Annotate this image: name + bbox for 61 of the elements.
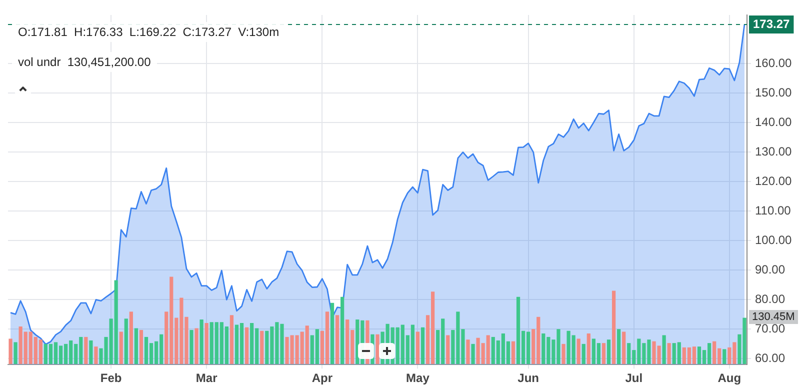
bar <box>622 332 626 364</box>
bar <box>576 338 580 364</box>
bar <box>420 327 425 364</box>
bar <box>602 343 606 364</box>
y-tick-label: 70.00 <box>755 322 786 336</box>
bar <box>612 290 616 364</box>
bar <box>606 340 611 364</box>
annotation: O:171.81 H:176.33 L:169.22 C:173.27 V:130m <box>12 22 286 42</box>
bar <box>119 332 123 364</box>
bar <box>244 327 249 364</box>
y-tick-label: 120.00 <box>755 174 792 188</box>
bar <box>667 343 671 364</box>
bar <box>134 328 138 364</box>
bar <box>471 344 475 364</box>
y-tick-label: 90.00 <box>755 262 786 277</box>
x-tick-label: Jun <box>518 371 539 386</box>
bar <box>260 330 264 364</box>
bar <box>582 344 586 364</box>
x-tick-label: Aug <box>718 371 742 386</box>
bar <box>14 342 18 364</box>
y-tick-label: 100.00 <box>755 233 792 248</box>
bar <box>722 349 726 364</box>
bar <box>139 330 144 364</box>
bar <box>89 340 93 364</box>
annotation: vol undr 130,451,200.00 <box>12 52 157 72</box>
y-tick-label: 140.00 <box>755 114 792 129</box>
x-tick-label: Apr <box>312 371 333 386</box>
bar <box>466 340 470 364</box>
y-tick-label: 160.00 <box>755 56 792 70</box>
bar <box>8 338 12 364</box>
y-tick-label: 150.00 <box>755 85 792 100</box>
bar <box>194 328 198 364</box>
y-tick-label: 60.00 <box>755 351 786 366</box>
x-tick-label: Feb <box>100 371 122 386</box>
bar <box>204 322 208 364</box>
bar <box>376 334 380 364</box>
x-tick-label: Mar <box>196 371 218 386</box>
ref-line-label: 173.27 <box>753 16 790 31</box>
bar <box>662 335 666 364</box>
bar <box>129 312 133 364</box>
bar <box>340 296 344 364</box>
bar <box>562 344 566 364</box>
bar <box>616 329 621 364</box>
bar <box>124 318 128 364</box>
y-tick-label: 80.00 <box>755 292 786 306</box>
bar <box>230 315 234 364</box>
bar <box>416 332 420 364</box>
bar <box>190 330 194 364</box>
bar <box>586 333 590 364</box>
bar <box>84 336 88 364</box>
x-tick-label: May <box>406 371 430 386</box>
x-tick-label: Jul <box>625 371 643 386</box>
bar <box>446 335 450 364</box>
text: 130.45M <box>749 310 798 324</box>
bar <box>330 302 334 364</box>
y-tick-label: 110.00 <box>755 204 792 218</box>
bar <box>511 341 516 364</box>
bar <box>94 346 98 364</box>
bar <box>335 315 340 364</box>
y-tick-label: 130.00 <box>755 144 792 158</box>
bar <box>200 320 204 364</box>
